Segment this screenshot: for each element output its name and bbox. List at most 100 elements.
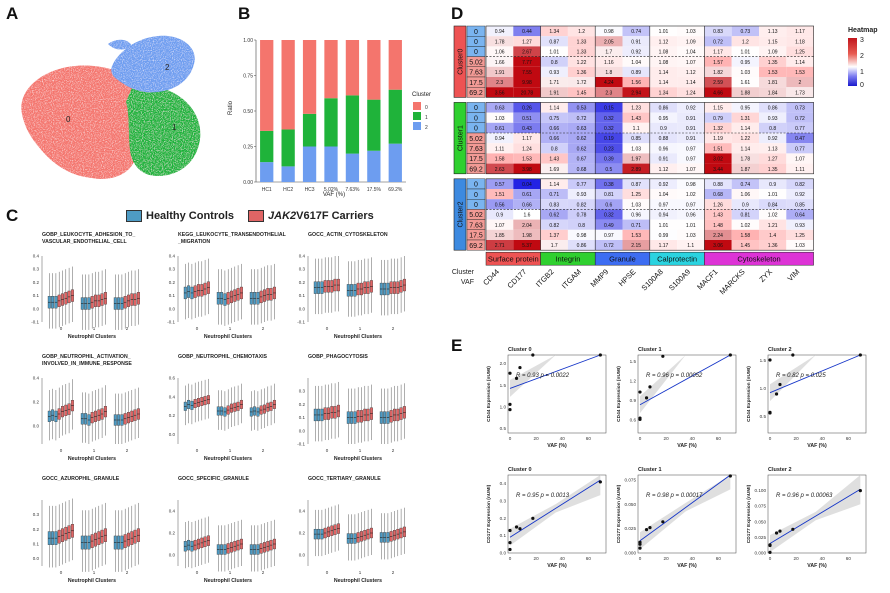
scatter-xlabel: VAF (%) <box>807 563 827 569</box>
heatmap-vaf-label: 0 <box>474 105 478 112</box>
scatter-xtick-label: 0 <box>769 436 772 441</box>
scatter-ytick-label: 0.5 <box>500 426 507 431</box>
bar-segment-1 <box>345 95 360 154</box>
scatter-ytick-label: 0.050 <box>755 519 767 524</box>
heatmap-cell-value: 0.97 <box>686 157 696 163</box>
bar-legend-label: 0 <box>425 105 428 111</box>
heatmap-cell-value: 0.83 <box>549 202 559 208</box>
heatmap-cell-value: 1.01 <box>740 50 750 56</box>
heatmap-group-label: Integrin <box>555 255 580 264</box>
heatmap-cell <box>649 143 678 154</box>
heatmap-cell-value: 0.9 <box>660 126 667 132</box>
bar-ytick-label: 0.50 <box>243 109 253 115</box>
heatmap-cell-value: 1.43 <box>631 116 641 122</box>
heatmap-cell <box>731 229 759 240</box>
heatmap-cell <box>540 46 568 57</box>
heatmap-cell-value: 1.24 <box>686 90 696 96</box>
scatter-ytick-label: 1.5 <box>630 359 637 364</box>
heatmap-cell <box>649 66 678 77</box>
heatmap-cell-value: 1.06 <box>740 192 750 198</box>
heatmap-cell <box>567 240 596 251</box>
heatmap-cell <box>786 112 814 123</box>
heatmap-cell-value: 0.77 <box>795 126 805 132</box>
heatmap-cell-value: 1.01 <box>686 223 696 229</box>
heatmap-cell <box>513 26 541 37</box>
heatmap-gene-label: CD44 <box>481 267 501 287</box>
scatter-title: Cluster 1 <box>638 347 662 353</box>
boxplot-xlabel: Neutrophil Clusters <box>334 578 382 584</box>
heatmap-row-axis-vaf: VAF <box>461 279 474 286</box>
heatmap-cell-value: 2.3 <box>605 90 612 96</box>
boxplot-xlabel: Neutrophil Clusters <box>68 578 116 584</box>
boxplot-ytick-label: -0.1 <box>31 320 39 325</box>
scatter-regression-line <box>639 354 731 406</box>
bar-segment-2 <box>388 143 402 182</box>
scatter-frame <box>767 354 867 434</box>
boxplot-ytick-label: 0.0 <box>169 553 176 558</box>
heatmap-cell <box>786 36 814 47</box>
heatmap-cell-value: 0.95 <box>659 116 669 122</box>
heatmap-gene-label: S100A9 <box>667 267 692 292</box>
heatmap-cell-value: 1.02 <box>768 213 778 219</box>
heatmap-vaf-label: 17.5 <box>469 80 483 87</box>
scatter-ytick-label: 1.5 <box>500 383 507 388</box>
heatmap-cell <box>649 133 678 144</box>
heatmap-cell <box>677 46 705 57</box>
heatmap-cell <box>595 133 623 144</box>
heatmap-cell-value: 1.07 <box>686 60 696 66</box>
heatmap-cell <box>649 229 678 240</box>
heatmap-cell <box>677 153 705 164</box>
heatmap-cell-value: 0.56 <box>495 202 505 208</box>
scatter-confidence-band <box>770 355 861 402</box>
heatmap-cell-value: 0.23 <box>604 146 614 152</box>
heatmap-cell-value: 1.2 <box>578 29 585 35</box>
heatmap-cell-value: 1.04 <box>686 50 696 56</box>
heatmap-cell-value: 0.88 <box>713 182 723 188</box>
boxplot-xtick-label: 0 <box>196 448 199 453</box>
heatmap-legend-tick: 3 <box>860 37 864 44</box>
bar-segment-1 <box>388 89 402 144</box>
heatmap-cell <box>704 122 732 133</box>
scatter-point <box>508 402 512 406</box>
heatmap-cell <box>677 122 705 133</box>
heatmap-cell <box>540 56 568 67</box>
boxplot-xtick-label: 0 <box>60 570 63 575</box>
scatter-ylabel: CD44 Expression (nUMI) <box>486 366 492 422</box>
boxplot-title: GOBP_NEUTROPHIL_ACTIVATION_ <box>42 354 131 360</box>
heatmap-cell <box>567 56 596 67</box>
heatmap-cell-value: 0.72 <box>795 116 805 122</box>
heatmap-cell-value: 0.44 <box>522 29 532 35</box>
heatmap-cell-value: 1.69 <box>549 167 559 173</box>
boxplot-xtick-label: 1 <box>229 448 232 453</box>
heatmap-cell-value: 1.17 <box>659 243 669 249</box>
heatmap-vaf-cell <box>466 86 486 98</box>
heatmap-cell <box>649 102 678 113</box>
heatmap-cell-value: 0.98 <box>604 29 614 35</box>
scatter-xtick-label: 0 <box>769 556 772 561</box>
boxplot-ytick-label: 0.2 <box>33 280 40 285</box>
boxplot-xtick-label: 1 <box>229 570 232 575</box>
boxplot-title: GOCC_SPECIFIC_GRANULE <box>178 476 249 482</box>
heatmap-cell <box>595 112 623 123</box>
scatter-point <box>514 376 519 380</box>
panel-label-d: D <box>451 4 464 23</box>
heatmap-cell-value: 1.04 <box>659 192 669 198</box>
heatmap-gene-label: MACF1 <box>695 267 719 291</box>
heatmap-cell-value: 4.24 <box>604 80 614 86</box>
heatmap-cell <box>731 143 759 154</box>
bar-segment-0 <box>302 40 317 114</box>
heatmap-cell-value: 1.17 <box>795 29 805 35</box>
boxplot-xtick-label: 0 <box>326 326 329 331</box>
heatmap-cell-value: 1.11 <box>795 167 805 173</box>
scatter-xtick-label: 20 <box>664 556 670 561</box>
scatter-ylabel: CD177 Expression (nUMI) <box>746 484 752 543</box>
heatmap-cell <box>595 153 623 164</box>
heatmap-cell-value: 3.44 <box>713 167 723 173</box>
heatmap-cell-value: 0.43 <box>522 126 532 132</box>
heatmap-cell <box>677 178 705 189</box>
heatmap-cell-value: 0.53 <box>577 106 587 112</box>
heatmap-cell <box>595 219 623 230</box>
heatmap-cell-value: 1.16 <box>604 60 614 66</box>
heatmap-cell <box>731 178 759 189</box>
